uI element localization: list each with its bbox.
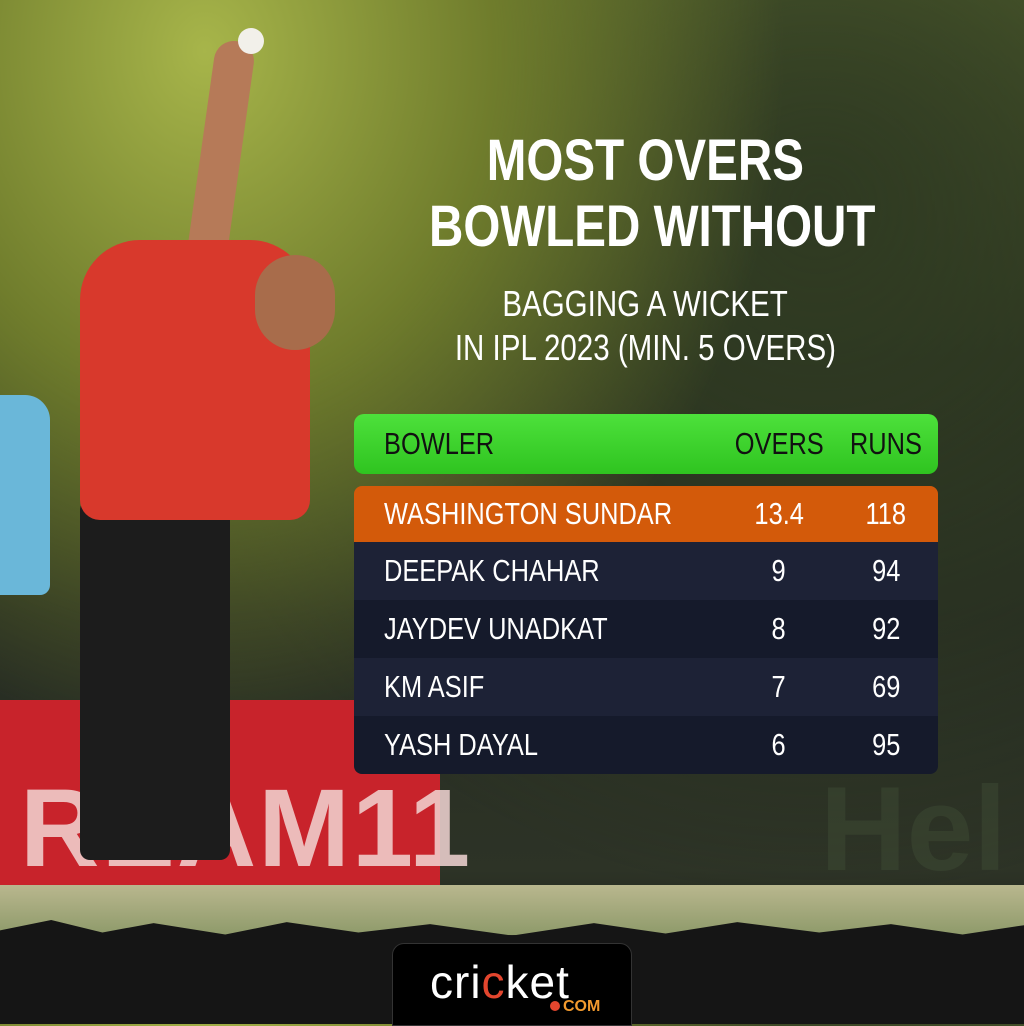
runs-value: 92 [871, 611, 901, 646]
runs-value: 118 [865, 496, 907, 531]
logo-suffix: COM [550, 998, 600, 1016]
table-row: JAYDEV UNADKAT 8 92 [354, 600, 938, 658]
umpire-figure [0, 395, 50, 595]
header-runs: RUNS [849, 426, 923, 461]
table-row: YASH DAYAL 6 95 [354, 716, 938, 774]
overs-value: 7 [771, 669, 787, 704]
bowler-name: DEEPAK CHAHAR [384, 553, 600, 588]
overs-value: 6 [771, 727, 787, 762]
subheadline: BAGGING A WICKET IN IPL 2023 (MIN. 5 OVE… [454, 283, 836, 368]
runs-value: 94 [871, 553, 901, 588]
bowler-name: KM ASIF [384, 669, 485, 704]
cricket-ball [238, 28, 264, 54]
overs-value: 13.4 [754, 496, 804, 531]
runs-value: 95 [871, 727, 901, 762]
player-legs [80, 500, 230, 860]
table-row: DEEPAK CHAHAR 9 94 [354, 542, 938, 600]
table-header: BOWLER OVERS RUNS [354, 414, 938, 474]
cricket-com-logo: cricket [430, 956, 570, 1008]
runs-value: 69 [871, 669, 901, 704]
header-bowler: BOWLER [384, 426, 495, 461]
overs-value: 8 [771, 611, 787, 646]
stats-table: BOWLER OVERS RUNS WASHINGTON SUNDAR 13.4… [354, 414, 938, 774]
table-row: WASHINGTON SUNDAR 13.4 118 [354, 486, 938, 542]
bowler-name: WASHINGTON SUNDAR [384, 496, 673, 531]
bowler-name: JAYDEV UNADKAT [384, 611, 608, 646]
table-row: KM ASIF 7 69 [354, 658, 938, 716]
background-hoarding: Hel [820, 762, 1007, 896]
bowler-name: YASH DAYAL [384, 727, 538, 762]
headline: MOST OVERS BOWLED WITHOUT [429, 128, 876, 259]
overs-value: 9 [771, 553, 787, 588]
header-overs: OVERS [734, 426, 824, 461]
player-head [255, 255, 335, 350]
